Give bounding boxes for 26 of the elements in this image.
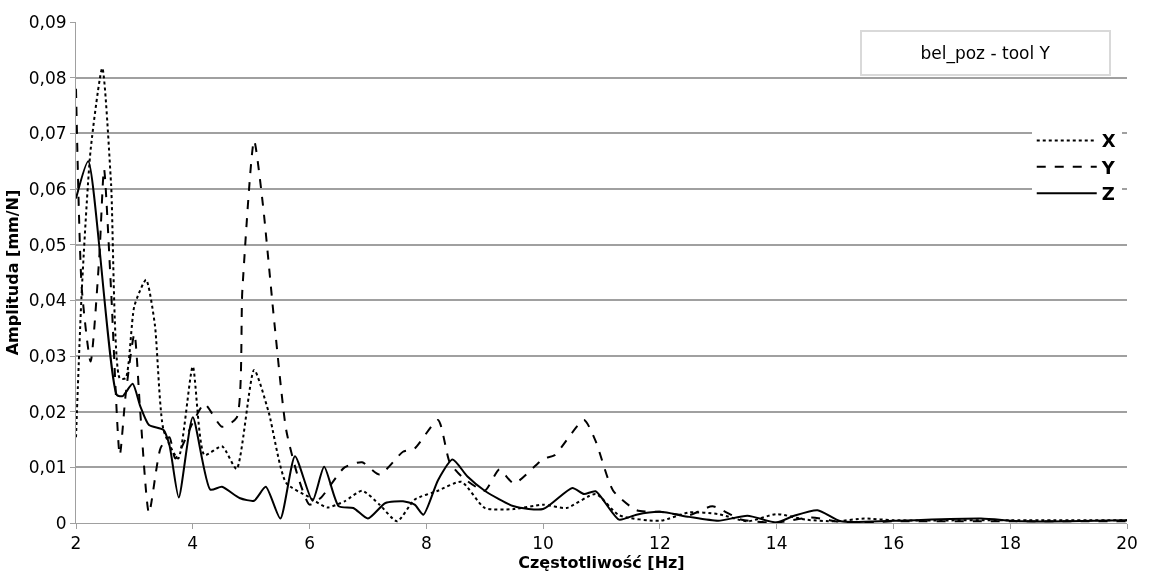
legend-label: Y — [1100, 156, 1116, 178]
x-tick-label: 14 — [765, 533, 788, 554]
y-tick-label: 0,06 — [28, 178, 67, 199]
y-tick-label: 0,07 — [28, 123, 67, 144]
x-tick-label: 4 — [187, 533, 199, 554]
x-tick-label: 2 — [70, 533, 82, 554]
y-tick-label: 0,03 — [28, 345, 67, 366]
x-tick-label: 16 — [882, 533, 905, 554]
y-axis-title: Amplituda [mm/N] — [2, 189, 22, 356]
x-tick-label: 12 — [649, 533, 671, 554]
x-tick-label: 20 — [1116, 533, 1138, 554]
y-tick-label: 0 — [55, 512, 67, 533]
x-axis-title: Częstotliwość [Hz] — [518, 553, 685, 573]
legend-label: Z — [1101, 183, 1115, 205]
annotation: bel_poz - tool Y — [920, 42, 1051, 64]
y-tick-label: 0,09 — [28, 11, 67, 32]
y-tick-label: 0,02 — [28, 401, 67, 422]
y-tick-label: 0,04 — [28, 290, 67, 311]
x-tick-label: 6 — [304, 533, 315, 554]
x-tick-label: 8 — [420, 533, 432, 554]
x-tick-label: 18 — [999, 533, 1022, 554]
y-tick-label: 0,05 — [28, 234, 67, 255]
y-tick-label: 0,08 — [28, 67, 67, 88]
y-tick-label: 0,01 — [28, 457, 67, 478]
legend-label: X — [1101, 130, 1116, 152]
x-tick-label: 10 — [532, 533, 554, 554]
